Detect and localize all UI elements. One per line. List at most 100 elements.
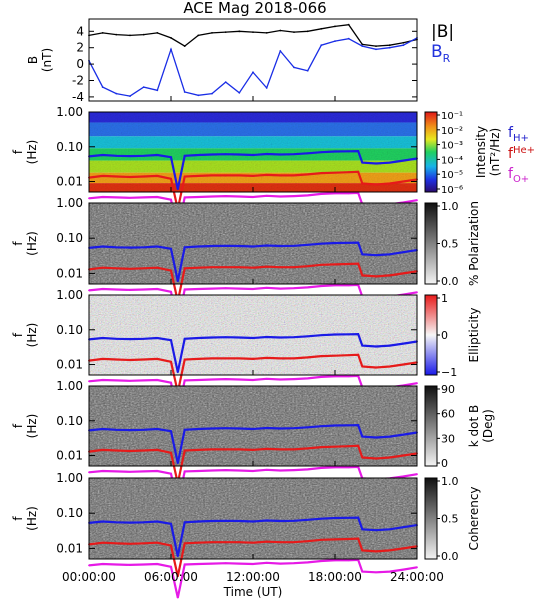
gyrofrequency-point xyxy=(197,520,200,523)
series-point xyxy=(211,32,213,34)
y-tick-label: 1.00 xyxy=(56,379,83,393)
gyrofrequency-point xyxy=(115,288,118,291)
series-point xyxy=(361,43,364,46)
gyrofrequency-point xyxy=(357,241,360,244)
gyrofrequency-point xyxy=(334,559,336,562)
gyrofrequency-point xyxy=(101,245,104,248)
gyrofrequency-point xyxy=(238,153,241,156)
gyrofrequency-point xyxy=(388,365,391,368)
gyrofrequency-point xyxy=(361,365,364,368)
gyrofrequency-point xyxy=(334,263,336,266)
gyrofrequency-point xyxy=(375,571,377,574)
gyrofrequency-point xyxy=(252,379,254,381)
gyrofrequency-point xyxy=(347,284,350,287)
gyrofrequency-point xyxy=(183,470,186,473)
gyrofrequency-point xyxy=(402,475,405,478)
legend-f-h: fH+ xyxy=(508,125,529,144)
gyrofrequency-point xyxy=(142,154,145,157)
gyrofrequency-point xyxy=(265,427,268,429)
gyrofrequency-point xyxy=(361,182,364,185)
gyrofrequency-point xyxy=(142,563,145,566)
gyrofrequency-point xyxy=(306,356,309,359)
colorbar-tick-label: 0 xyxy=(441,329,448,342)
gyrofrequency-point xyxy=(129,542,131,545)
gyrofrequency-point xyxy=(129,176,131,178)
y-tick-label: -4 xyxy=(72,90,84,104)
gyrofrequency-point xyxy=(279,357,282,360)
gyrofrequency-point xyxy=(197,175,200,177)
colorbar-ellipticity: 1 0 −1 Ellipticity xyxy=(424,292,481,379)
gyrofrequency-point xyxy=(320,172,323,175)
y-axis-title-unit: (Hz) xyxy=(25,323,39,348)
colorbar-tick-label: 30 xyxy=(441,432,455,445)
gyrofrequency-point xyxy=(361,528,364,531)
series-point xyxy=(347,23,350,26)
gyrofrequency-point xyxy=(183,267,186,270)
series-point xyxy=(197,34,200,37)
gyrofrequency-point xyxy=(224,469,227,471)
gyrofrequency-point xyxy=(357,150,360,153)
gyrofrequency-point xyxy=(320,538,323,541)
series-point xyxy=(238,30,241,33)
gyrofrequency-point xyxy=(347,241,350,244)
gyrofrequency-point xyxy=(265,357,268,359)
gyrofrequency-point xyxy=(357,424,360,426)
gyrofrequency-point xyxy=(142,449,145,452)
gyrofrequency-point xyxy=(320,560,323,562)
gyrofrequency-point xyxy=(361,161,364,164)
gyrofrequency-point xyxy=(279,153,282,156)
y-axis-title-unit: (Hz) xyxy=(25,506,39,531)
gyrofrequency-point xyxy=(176,188,179,191)
gyrofrequency-point xyxy=(224,244,227,247)
gyrofrequency-point xyxy=(306,335,309,338)
gyrofrequency-point xyxy=(176,371,179,374)
figure-title: ACE Mag 2018-066 xyxy=(183,0,326,17)
gyrofrequency-point xyxy=(101,379,104,381)
gyrofrequency-point xyxy=(306,377,309,380)
gyrofrequency-point xyxy=(129,450,131,452)
colorbar-title: % Polarization xyxy=(467,201,481,286)
gyrofrequency-point xyxy=(252,288,254,290)
gyrofrequency-point xyxy=(156,196,159,198)
gyrofrequency-point xyxy=(211,266,213,269)
gyrofrequency-point xyxy=(129,564,131,566)
gyrofrequency-point xyxy=(224,357,227,360)
gyrofrequency-point xyxy=(224,427,227,430)
legend-f-he-label: f xyxy=(508,146,514,162)
legend-b-r: BR xyxy=(431,42,451,65)
gyrofrequency-point xyxy=(357,353,360,356)
gyrofrequency-point xyxy=(357,444,360,447)
panels: 420-2-4B (nT)1.000.100.01f (Hz)10⁻¹10⁻²10⁻… xyxy=(11,18,502,599)
legend-gyrofrequencies: fH+ fHe+ fO+ xyxy=(508,125,535,185)
gyrofrequency-point xyxy=(357,537,360,540)
series-point xyxy=(115,33,118,36)
panel-polarization: 1.00 0.10 0.01 f (Hz) 1.0 0.5 0.0 % Polarization xyxy=(11,196,481,324)
gyrofrequency-point xyxy=(320,334,323,337)
gyrofrequency-point xyxy=(183,196,186,199)
colorbar-tick-label: 1 xyxy=(441,292,448,305)
gyrofrequency-point xyxy=(293,266,295,269)
gyrofrequency-point xyxy=(334,445,336,448)
series-point xyxy=(293,31,295,33)
gyrofrequency-point xyxy=(156,520,159,523)
gyrofrequency-point xyxy=(238,266,241,269)
y-axis-title-unit: (Hz) xyxy=(25,231,39,256)
gyrofrequency-point xyxy=(88,471,90,474)
gyrofrequency-point xyxy=(252,175,254,177)
gyrofrequency-point xyxy=(197,245,200,248)
gyrofrequency-point xyxy=(129,267,131,270)
gyrofrequency-point xyxy=(101,337,104,339)
series-point xyxy=(183,91,186,93)
gyrofrequency-point xyxy=(197,358,200,360)
y-tick-label: 0 xyxy=(76,57,84,71)
gyrofrequency-point xyxy=(388,549,391,552)
gyrofrequency-point xyxy=(197,196,200,198)
gyrofrequency-point xyxy=(388,161,391,164)
gyrofrequency-point xyxy=(224,378,227,380)
colorbar-title: Coherency xyxy=(467,486,481,550)
gyrofrequency-point xyxy=(115,196,118,199)
gyrofrequency-point xyxy=(388,570,391,573)
series-point xyxy=(252,31,254,33)
gyrofrequency-point xyxy=(211,541,213,544)
gyrofrequency-point xyxy=(224,153,227,156)
